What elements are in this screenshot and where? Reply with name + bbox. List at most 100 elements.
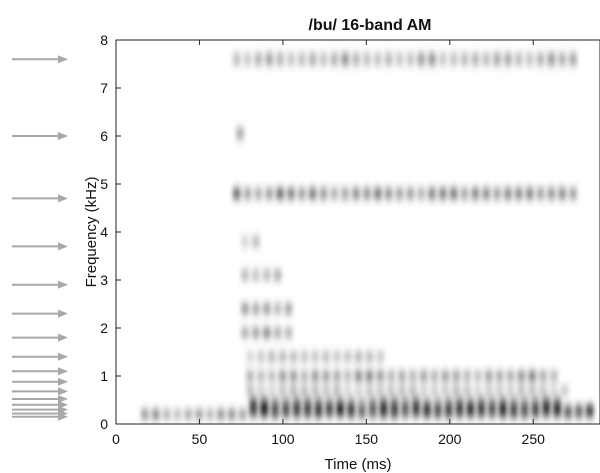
heatmap-cell (358, 397, 366, 407)
heatmap-cell (376, 385, 385, 395)
band-marker-arrow-head (58, 377, 68, 386)
heatmap-cell (278, 352, 287, 362)
heatmap-cell (162, 410, 171, 419)
heatmap-cell (560, 385, 569, 395)
heatmap-cell (525, 188, 534, 199)
heatmap-cell (395, 53, 404, 66)
heatmap-cell (419, 385, 428, 395)
heatmap-cell (558, 188, 567, 199)
heatmap-cell (373, 188, 382, 199)
heatmap-cell (585, 405, 594, 414)
heatmap-cell (314, 410, 323, 419)
heatmap-cell (282, 405, 290, 414)
heatmap-cell (517, 385, 526, 395)
heatmap-cell (246, 371, 254, 381)
heatmap-cell (499, 405, 507, 414)
heatmap-cell (284, 303, 293, 314)
heatmap-cell (574, 410, 583, 419)
heatmap-cell (536, 188, 545, 199)
heatmap-cell (460, 53, 469, 66)
heatmap-cell (531, 410, 540, 419)
heatmap-cell (373, 53, 382, 66)
heatmap-cell (539, 371, 547, 381)
heatmap-cell (236, 127, 244, 140)
heatmap-cell (376, 352, 385, 362)
heatmap-cell (390, 405, 399, 414)
heatmap-cell (398, 385, 406, 395)
heatmap-cell (241, 328, 249, 338)
heatmap-cell (282, 410, 290, 419)
band-marker-arrow-head (58, 280, 68, 289)
heatmap-cell (287, 188, 295, 199)
heatmap-cell (332, 352, 341, 362)
y-tick-label: 3 (100, 272, 108, 288)
heatmap-cell (300, 371, 309, 381)
heatmap-cell (151, 410, 160, 419)
heatmap-cell (495, 385, 504, 395)
heatmap-cell (506, 371, 515, 381)
heatmap-cell (319, 53, 328, 66)
heatmap-cell (585, 410, 594, 419)
heatmap-cell (246, 385, 254, 395)
heatmap-cell (417, 188, 426, 199)
heatmap-cell (509, 397, 518, 407)
heatmap-cell (297, 53, 306, 66)
heatmap-cell (365, 385, 374, 395)
heatmap-cell (232, 188, 241, 199)
x-tick-label: 150 (355, 431, 379, 447)
heatmap-cell (484, 371, 493, 381)
heatmap-cell (401, 405, 410, 414)
heatmap-cell (528, 371, 537, 381)
heatmap-cell (252, 270, 260, 281)
heatmap-cell (284, 328, 293, 338)
heatmap-cell (466, 410, 475, 419)
heatmap-cell (493, 188, 501, 199)
band-marker-arrow-head (58, 309, 68, 318)
heatmap-cell (553, 410, 562, 419)
heatmap-cell (539, 385, 547, 395)
heatmap-cell (452, 371, 461, 381)
heatmap-cell (308, 53, 317, 66)
heatmap-cell (273, 270, 282, 281)
heatmap-cell (325, 397, 334, 407)
heatmap-cell (227, 410, 236, 419)
y-tick-label: 1 (100, 368, 108, 384)
heatmap-cell (499, 410, 507, 419)
heatmap-cell (363, 188, 371, 199)
heatmap-cell (473, 371, 482, 381)
heatmap-cell (477, 397, 486, 407)
heatmap-cell (354, 352, 363, 362)
heatmap-cell (379, 397, 388, 407)
heatmap-cell (514, 188, 523, 199)
heatmap-cell (433, 410, 442, 419)
heatmap-cell (387, 371, 396, 381)
x-axis-ticks: 0 50 100 150 200 250 (112, 40, 545, 447)
heatmap-cell (206, 410, 214, 419)
band-marker-arrow-head (58, 400, 68, 409)
heatmap-cell (531, 405, 540, 414)
y-axis-label: Frequency (kHz) (83, 177, 100, 288)
heatmap-cell (289, 385, 298, 395)
heatmap-cell (365, 352, 374, 362)
heatmap-cell (449, 53, 458, 66)
band-marker-arrow-head (58, 395, 68, 404)
heatmap-cell (260, 410, 269, 419)
plot-area (115, 39, 600, 425)
heatmap-cell (343, 352, 352, 362)
heatmap-cell (354, 371, 363, 381)
heatmap-cell (257, 352, 265, 362)
heatmap-cell (473, 385, 482, 395)
x-tick-label: 200 (438, 431, 462, 447)
heatmap-cell (246, 352, 254, 362)
heatmap-cell (347, 405, 355, 414)
band-marker-arrow-head (58, 367, 68, 376)
heatmap-cell (517, 371, 526, 381)
heatmap-cell (343, 385, 352, 395)
heatmap-cell (438, 53, 447, 66)
heatmap-cell (330, 53, 339, 66)
heatmap-cell (332, 385, 341, 395)
heatmap-cell (363, 53, 371, 66)
heatmap-cell (441, 371, 450, 381)
x-tick-label: 100 (271, 431, 295, 447)
heatmap-cell (509, 405, 518, 414)
